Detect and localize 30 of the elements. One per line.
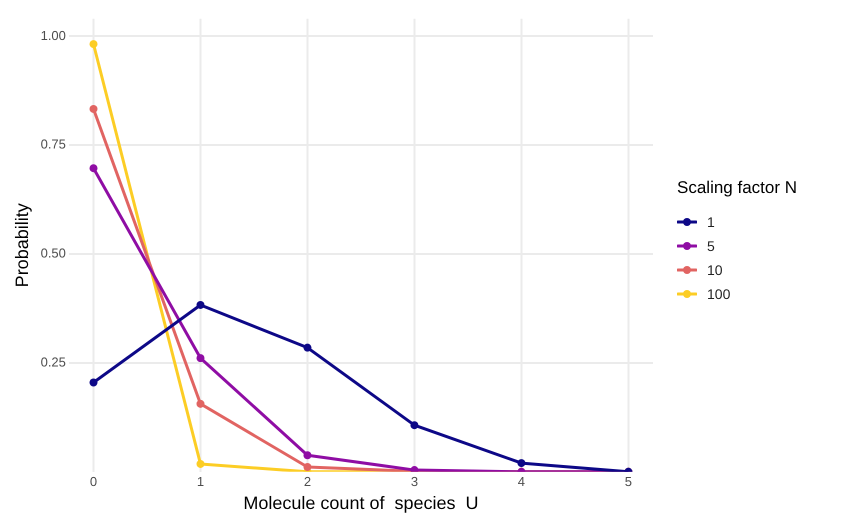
point: [196, 300, 204, 309]
legend-title: Scaling factor N: [677, 178, 797, 198]
x-axis-title: Molecule count of species U: [243, 493, 479, 514]
x-tick-label: 2: [304, 474, 312, 490]
x-tick-label: 3: [410, 474, 418, 490]
x-tick-label: 0: [90, 474, 98, 490]
x-tick-label: 1: [196, 474, 204, 490]
point: [90, 40, 98, 48]
point: [196, 460, 204, 468]
legend-label: 100: [707, 286, 730, 302]
point: [303, 463, 312, 472]
point: [196, 354, 204, 362]
point: [410, 421, 418, 430]
point: [90, 164, 98, 172]
x-tick-label: 5: [624, 474, 632, 490]
legend-label: 10: [707, 262, 723, 278]
point: [303, 451, 312, 460]
point: [90, 104, 98, 113]
legend-label: 5: [707, 238, 715, 254]
y-axis-title: Probability: [12, 203, 32, 288]
point: [517, 459, 526, 468]
y-tick-label: 0.25: [40, 354, 66, 370]
point: [196, 400, 204, 408]
y-tick-label: 0.75: [40, 136, 66, 152]
point: [90, 378, 98, 387]
x-tick-label: 4: [518, 474, 526, 490]
y-tick-label: 0.50: [40, 246, 66, 261]
y-tick-label: 1.00: [40, 28, 66, 43]
point: [303, 344, 312, 352]
legend-label: 1: [707, 214, 715, 230]
